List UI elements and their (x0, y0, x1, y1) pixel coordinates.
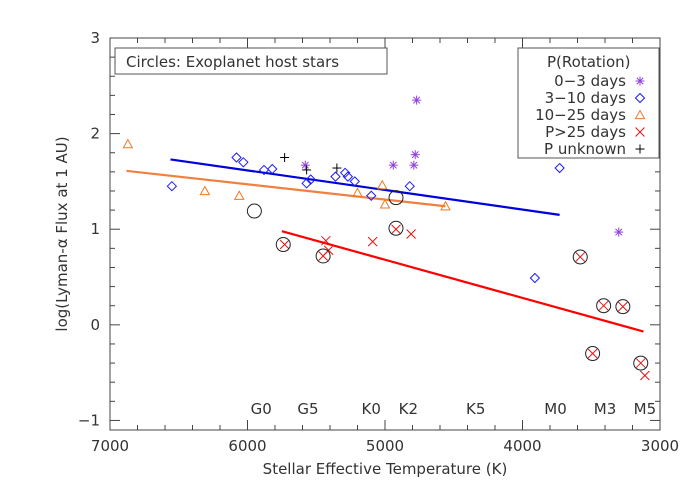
spectral-type-label: G0 (251, 400, 272, 418)
host-star-circle (572, 249, 588, 265)
data-point-plus (280, 153, 290, 163)
data-point-diamond (267, 163, 278, 175)
x-tick-label: 7000 (91, 437, 129, 455)
data-point-x (318, 251, 328, 261)
data-point-triangle (440, 200, 451, 211)
data-point-diamond (554, 162, 565, 174)
host-star-circle (275, 237, 291, 253)
data-point-diamond (342, 171, 354, 182)
legend-entry-label: 3−10 days (545, 89, 627, 107)
legend-entry-label: 10−25 days (535, 106, 626, 124)
y-tick-label: 2 (90, 125, 100, 143)
spectral-type-label: M5 (634, 400, 657, 418)
host-star-circle (246, 203, 262, 219)
spectral-type-label: M3 (594, 400, 617, 418)
legend-title: P(Rotation) (547, 53, 630, 71)
y-tick-label: 1 (90, 220, 100, 238)
data-point-diamond (366, 190, 377, 201)
data-points (122, 95, 650, 381)
host-star-circle (596, 298, 612, 314)
fit-line (170, 158, 560, 216)
legend-marker-plus (635, 144, 645, 154)
data-point-diamond (404, 180, 415, 192)
y-tick-label: 0 (90, 316, 100, 334)
host-star-circle (388, 220, 404, 236)
legend-entry-label: P>25 days (545, 123, 626, 141)
data-point-diamond (231, 152, 242, 163)
legend-entry-label: 0−3 days (554, 72, 626, 90)
data-point-diamond (301, 178, 312, 189)
data-point-diamond (166, 180, 178, 192)
data-point-asterisk (300, 160, 310, 170)
legend-marker-diamond (634, 92, 646, 104)
x-tick-label: 4000 (503, 437, 541, 455)
data-point-plus (332, 163, 342, 173)
data-point-asterisk (614, 227, 624, 237)
data-point-diamond (529, 272, 541, 284)
y-axis-label: log(Lyman-α Flux at 1 AU) (53, 136, 71, 331)
data-point-x (321, 235, 331, 246)
host-star-circle (615, 299, 631, 315)
host-star-circle (388, 190, 404, 206)
data-point-asterisk (410, 150, 420, 160)
fit-line (281, 230, 644, 333)
x-tick-label: 6000 (228, 437, 266, 455)
legend-box (517, 47, 660, 159)
legend-entry-label: P unknown (544, 140, 626, 158)
data-point-diamond (330, 171, 341, 182)
fit-lines (126, 158, 644, 333)
annotation-box: Circles: Exoplanet host stars (114, 47, 388, 75)
data-point-x (635, 358, 646, 368)
data-point-triangle (379, 198, 391, 209)
data-point-diamond (238, 157, 249, 168)
data-point-asterisk (388, 160, 398, 170)
y-tick-label: −1 (78, 411, 100, 429)
data-point-x (587, 348, 598, 359)
y-tick-label: 3 (90, 29, 100, 47)
data-point-triangle (352, 187, 363, 197)
spectral-type-label: G5 (297, 400, 318, 418)
x-tick-label: 3000 (641, 437, 679, 455)
legend-marker-asterisk (635, 76, 645, 86)
fit-line (126, 169, 446, 208)
data-point-asterisk (409, 160, 419, 170)
data-point-triangle (199, 185, 211, 196)
legend-marker-x (635, 127, 645, 137)
data-point-plus (302, 165, 312, 175)
spectral-type-label: K5 (466, 400, 485, 418)
host-star-circle (633, 355, 649, 371)
data-point-x (367, 236, 378, 247)
spectral-type-label: M0 (544, 400, 567, 418)
data-point-diamond (339, 167, 351, 179)
data-point-asterisk (412, 95, 422, 105)
x-axis-label: Stellar Effective Temperature (K) (263, 460, 508, 478)
axes-text: 7000 6000 5000 4000 3000 −1 0 1 2 3 Stellar Effect… (53, 29, 679, 478)
data-point-diamond (305, 174, 316, 185)
legend-marker-triangle (634, 109, 646, 120)
data-point-x (575, 252, 586, 262)
data-point-triangle (376, 179, 388, 190)
host-star-circle (315, 248, 331, 264)
data-point-triangle (122, 138, 134, 149)
data-point-x (598, 300, 609, 311)
data-point-x (391, 224, 401, 235)
spectral-type-label: K0 (362, 400, 381, 418)
annotation-text: Circles: Exoplanet host stars (126, 53, 339, 71)
data-point-triangle (233, 190, 245, 200)
spectral-type-label: K2 (399, 400, 418, 418)
spectral-type-labels: G0 G5 K0 K2 K5 M0 M3 M5 (251, 400, 656, 418)
data-point-x (406, 229, 416, 239)
data-point-x (618, 301, 628, 312)
data-point-x (640, 370, 650, 381)
data-point-diamond (258, 164, 270, 176)
data-point-diamond (349, 176, 360, 187)
x-tick-label: 5000 (366, 437, 404, 455)
host-star-circles (246, 190, 649, 371)
host-star-circle (585, 346, 601, 362)
data-point-x (279, 239, 290, 250)
